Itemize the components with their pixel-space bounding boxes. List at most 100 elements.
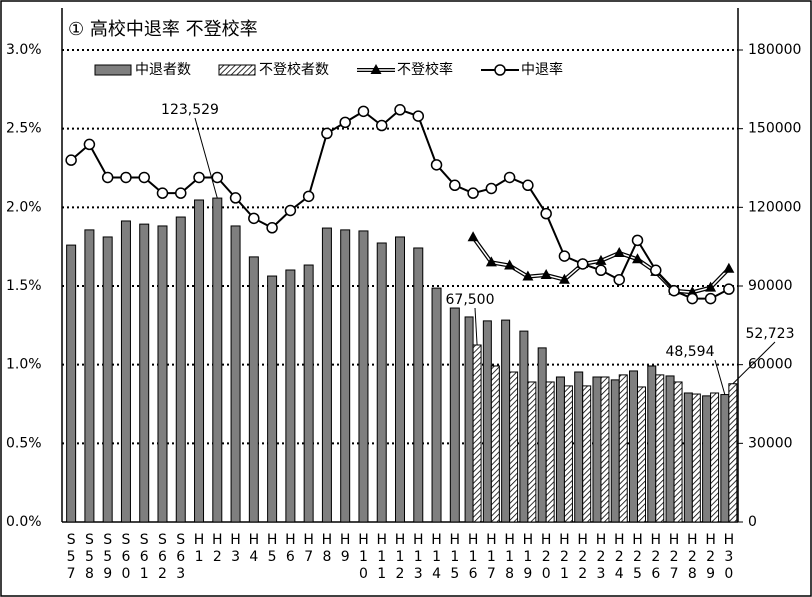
marker <box>339 116 351 129</box>
marker <box>485 256 497 267</box>
marker <box>138 171 150 184</box>
marker <box>576 258 589 270</box>
marker <box>321 127 333 140</box>
marker <box>394 104 406 116</box>
bar <box>285 269 296 523</box>
marker <box>412 110 425 122</box>
bar <box>710 392 720 523</box>
marker <box>632 253 644 264</box>
bar <box>472 344 482 523</box>
legend-swatch <box>218 64 256 76</box>
marker <box>686 292 699 305</box>
marker <box>467 187 479 199</box>
bar <box>509 371 519 523</box>
bar <box>683 392 693 523</box>
marker <box>650 264 662 277</box>
y2-tick-label: 0 <box>748 514 757 530</box>
data-label: 123,529 <box>161 102 219 118</box>
marker <box>668 284 680 297</box>
bar <box>592 376 602 523</box>
y-tick-label: 0.5% <box>6 435 42 451</box>
marker <box>83 138 96 151</box>
bar <box>212 197 223 523</box>
bar <box>665 375 675 523</box>
bar <box>194 199 205 523</box>
chart-title: ① 高校中退率 不登校率 <box>68 19 258 40</box>
bar <box>582 385 592 523</box>
y2-tick-label: 150000 <box>748 121 801 137</box>
marker <box>723 262 735 273</box>
data-label: 52,723 <box>746 326 795 342</box>
bar <box>102 236 113 523</box>
legend-marker <box>370 64 382 74</box>
bar <box>545 381 555 523</box>
legend-label: 不登校者数 <box>259 61 329 78</box>
bar <box>139 223 150 523</box>
bar <box>574 371 584 523</box>
marker <box>540 207 552 220</box>
leader-line <box>194 117 218 199</box>
marker <box>558 273 570 284</box>
bar <box>120 220 131 523</box>
data-label: 67,500 <box>446 292 495 308</box>
marker <box>485 182 498 195</box>
marker <box>595 264 607 277</box>
legend-swatch <box>94 64 132 76</box>
bar <box>637 386 647 523</box>
legend-label: 中退者数 <box>135 62 191 78</box>
bar <box>413 247 424 523</box>
marker <box>522 179 534 192</box>
bar <box>720 394 730 523</box>
marker <box>101 171 114 184</box>
marker <box>302 190 315 203</box>
marker <box>211 171 224 184</box>
marker <box>266 222 278 234</box>
marker <box>175 187 187 199</box>
bar <box>610 379 620 523</box>
bar <box>340 229 351 523</box>
marker <box>430 159 443 171</box>
y2-tick-label: 90000 <box>748 278 793 294</box>
marker <box>723 283 735 295</box>
leader-line <box>732 341 776 385</box>
y-tick-label: 2.5% <box>6 121 42 137</box>
bar <box>702 395 712 523</box>
marker <box>120 171 132 184</box>
bar <box>655 374 665 523</box>
marker <box>229 192 242 204</box>
y-tick-label: 0.0% <box>6 514 42 530</box>
bar <box>600 376 610 523</box>
marker <box>613 273 625 286</box>
marker <box>193 171 205 184</box>
bar <box>358 230 369 523</box>
bar <box>618 374 628 523</box>
marker <box>284 204 297 217</box>
y-tick-label: 1.5% <box>6 278 42 294</box>
bar <box>629 370 639 523</box>
bar <box>267 275 278 523</box>
leader-line <box>714 359 726 395</box>
bar <box>519 330 529 523</box>
